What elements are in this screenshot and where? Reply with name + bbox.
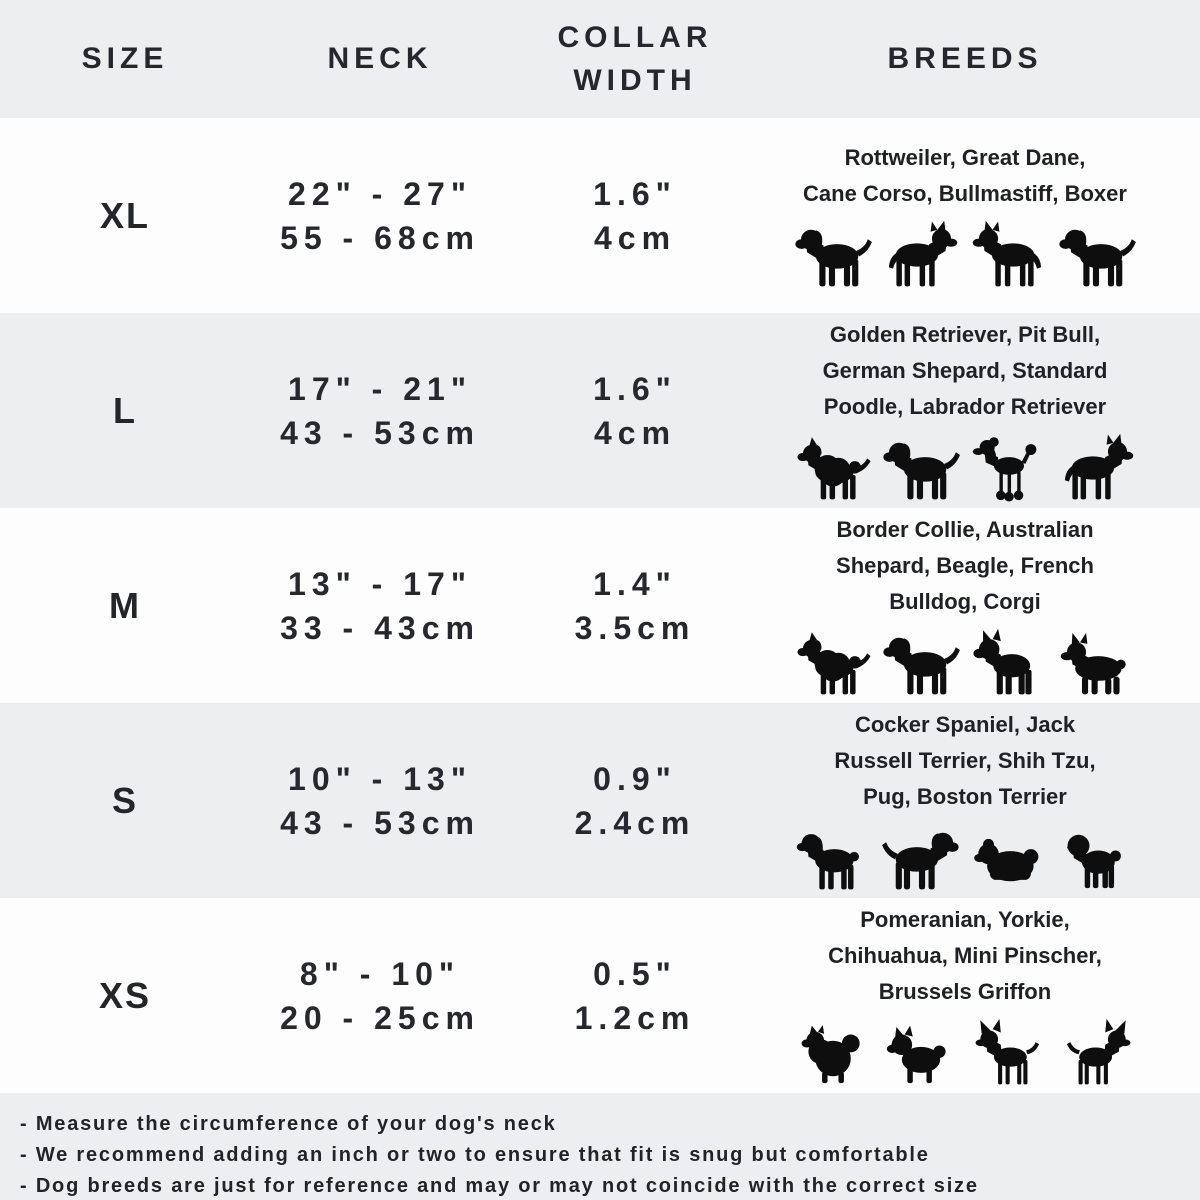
note-line: - We recommend adding an inch or two to …	[20, 1144, 930, 1166]
french-bulldog-icon	[968, 626, 1050, 700]
collar-width-cm: 1.2cm	[574, 999, 696, 1036]
dog-silhouettes	[792, 216, 1138, 292]
neck-inches: 8" - 10"	[299, 955, 461, 992]
breeds-cell: Golden Retriever, Pit Bull, German Shepa…	[792, 317, 1168, 505]
cocker-spaniel-icon	[792, 821, 874, 895]
poodle-icon	[968, 431, 1050, 505]
bullmastiff-icon	[1056, 218, 1138, 292]
footer-notes: - Measure the circumference of your dog'…	[0, 1093, 1200, 1200]
rottweiler-icon	[792, 218, 874, 292]
neck-inches: 13" - 17"	[288, 565, 472, 602]
collar-width-inches: 0.9"	[593, 760, 677, 797]
size-label: XS	[98, 974, 152, 1016]
size-label: L	[113, 389, 137, 431]
neck-cm: 33 - 43cm	[280, 609, 480, 646]
miniature-pinscher-icon	[1056, 1016, 1138, 1090]
collar-width-cm: 2.4cm	[574, 804, 696, 841]
corgi-icon	[1056, 626, 1138, 700]
table-row-xl: XL 22" - 27" 55 - 68cm 1.6" 4cm Rottweil…	[0, 118, 1200, 313]
breeds-cell: Border Collie, Australian Shepard, Beagl…	[792, 512, 1168, 700]
table-row-s: S 10" - 13" 43 - 53cm 0.9" 2.4cm Cocker …	[0, 703, 1200, 898]
collar-width-cm: 4cm	[593, 414, 677, 451]
neck-inches: 17" - 21"	[288, 370, 472, 407]
breeds-cell: Rottweiler, Great Dane, Cane Corso, Bull…	[792, 140, 1168, 292]
note-line: - Measure the circumference of your dog'…	[20, 1113, 557, 1135]
neck-cm: 43 - 53cm	[280, 414, 480, 451]
neck-measurement: 8" - 10" 20 - 25cm	[280, 952, 480, 1040]
collar-width-measurement: 0.9" 2.4cm	[575, 757, 696, 845]
header-neck: NECK	[327, 42, 433, 75]
breeds-list: Pomeranian, Yorkie, Chihuahua, Mini Pins…	[828, 906, 1102, 1004]
collar-width-cm: 3.5cm	[574, 609, 696, 646]
collar-width-inches: 1.6"	[593, 370, 677, 407]
neck-measurement: 10" - 13" 43 - 53cm	[280, 757, 480, 845]
neck-cm: 20 - 25cm	[280, 999, 480, 1036]
collar-width-inches: 1.4"	[593, 565, 677, 602]
breeds-list: Border Collie, Australian Shepard, Beagl…	[836, 516, 1094, 614]
labrador-retriever-icon	[880, 431, 962, 505]
great-dane-icon	[880, 218, 962, 292]
neck-measurement: 17" - 21" 43 - 53cm	[280, 367, 480, 455]
neck-measurement: 22" - 27" 55 - 68cm	[280, 172, 480, 260]
german-shepherd-icon	[1056, 431, 1138, 505]
pug-icon	[1056, 821, 1138, 895]
table-row-m: M 13" - 17" 33 - 43cm 1.4" 3.5cm Border …	[0, 508, 1200, 703]
header-collar-width: COLLAR WIDTH	[557, 20, 713, 98]
chihuahua-icon	[968, 1016, 1050, 1090]
header-breeds: BREEDS	[887, 42, 1043, 75]
neck-cm: 55 - 68cm	[280, 219, 480, 256]
size-label: XL	[99, 194, 150, 236]
table-row-l: L 17" - 21" 43 - 53cm 1.6" 4cm Golden Re…	[0, 313, 1200, 508]
breeds-list: Cocker Spaniel, Jack Russell Terrier, Sh…	[834, 711, 1096, 809]
neck-inches: 22" - 27"	[288, 175, 472, 212]
table-header-row: SIZE NECK COLLAR WIDTH BREEDS	[0, 0, 1200, 118]
collar-width-measurement: 1.6" 4cm	[593, 172, 677, 260]
dog-silhouettes	[792, 1014, 1138, 1090]
yorkie-icon	[880, 1016, 962, 1090]
golden-retriever-icon	[792, 431, 874, 505]
collar-width-measurement: 0.5" 1.2cm	[575, 952, 696, 1040]
collar-width-measurement: 1.6" 4cm	[593, 367, 677, 455]
collar-width-cm: 4cm	[593, 219, 677, 256]
shih-tzu-icon	[968, 821, 1050, 895]
collar-width-inches: 0.5"	[593, 955, 677, 992]
size-label: S	[111, 779, 138, 821]
note-line: - Dog breeds are just for reference and …	[20, 1175, 979, 1197]
dog-silhouettes	[792, 429, 1138, 505]
collar-width-inches: 1.6"	[593, 175, 677, 212]
dog-silhouettes	[792, 819, 1138, 895]
pomeranian-icon	[792, 1016, 874, 1090]
breeds-cell: Pomeranian, Yorkie, Chihuahua, Mini Pins…	[792, 902, 1168, 1090]
dog-silhouettes	[792, 624, 1138, 700]
breeds-cell: Cocker Spaniel, Jack Russell Terrier, Sh…	[792, 707, 1168, 895]
beagle-icon	[880, 626, 962, 700]
breeds-list: Rottweiler, Great Dane, Cane Corso, Bull…	[803, 144, 1127, 206]
neck-cm: 43 - 53cm	[280, 804, 480, 841]
neck-inches: 10" - 13"	[288, 760, 472, 797]
border-collie-icon	[792, 626, 874, 700]
neck-measurement: 13" - 17" 33 - 43cm	[280, 562, 480, 650]
size-label: M	[109, 584, 141, 626]
collar-width-measurement: 1.4" 3.5cm	[575, 562, 696, 650]
jack-russell-terrier-icon	[880, 821, 962, 895]
cane-corso-icon	[968, 218, 1050, 292]
breeds-list: Golden Retriever, Pit Bull, German Shepa…	[822, 321, 1108, 419]
table-row-xs: XS 8" - 10" 20 - 25cm 0.5" 1.2cm Pomeran…	[0, 898, 1200, 1093]
header-size: SIZE	[81, 42, 169, 75]
